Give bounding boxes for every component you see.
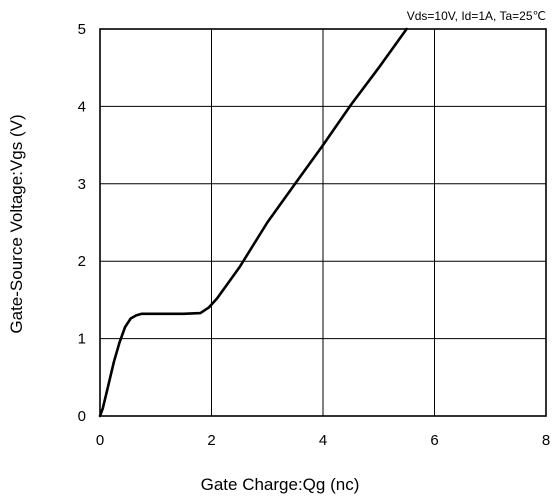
plot-frame — [99, 28, 547, 417]
x-tick-label: 0 — [96, 432, 104, 449]
y-axis-label: Gate-Source Voltage:Vgs (V) — [7, 114, 26, 333]
x-tick-label: 4 — [319, 432, 327, 449]
x-tick-label: 8 — [542, 432, 550, 449]
x-tick-label: 2 — [207, 432, 215, 449]
y-tick-label: 3 — [78, 176, 86, 193]
y-tick-label: 1 — [78, 331, 86, 348]
x-axis-label: Gate Charge:Qg (nc) — [201, 475, 360, 494]
x-tick-label: 6 — [430, 432, 438, 449]
series-line-0 — [98, 27, 408, 418]
y-tick-label: 4 — [78, 98, 86, 115]
y-tick-label: 5 — [78, 21, 86, 38]
series-layer — [98, 27, 408, 418]
grid — [100, 29, 546, 416]
chart-annotation: Vds=10V, Id=1A, Ta=25℃ — [407, 9, 546, 23]
tick-labels: 0 2 4 6 8 0 1 2 3 4 5 — [78, 21, 551, 449]
y-tick-label: 2 — [78, 253, 86, 270]
y-tick-label: 0 — [78, 408, 86, 425]
